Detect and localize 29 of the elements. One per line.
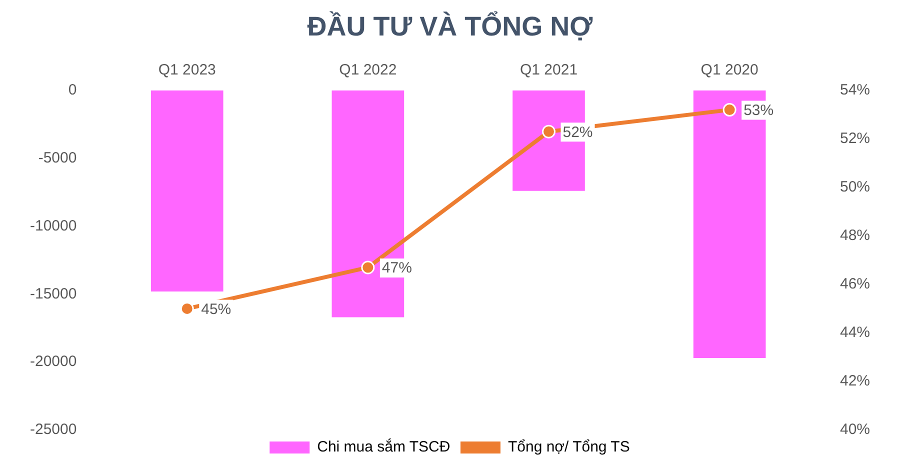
y-tick-label: -20000 xyxy=(30,353,77,370)
y2-tick-label: 44% xyxy=(840,324,870,342)
x-tick-label: Q1 2020 xyxy=(700,62,758,79)
data-label: 53% xyxy=(744,102,774,119)
legend-label: Chi mua sắm TSCĐ xyxy=(317,438,450,456)
data-label: 45% xyxy=(201,300,232,318)
y-tick-label: -10000 xyxy=(30,217,77,234)
chart-title: ĐẦU TƯ VÀ TỔNG NỢ xyxy=(307,10,593,42)
y2-tick-label: 54% xyxy=(840,82,870,99)
y2-tick-label: 46% xyxy=(840,276,870,293)
point xyxy=(361,260,375,274)
x-tick-label: Q1 2022 xyxy=(339,62,397,79)
y2-tick-label: 52% xyxy=(840,130,870,148)
data-label: 47% xyxy=(382,260,412,277)
y-tick-label: -5000 xyxy=(38,149,77,166)
y-tick-label: 0 xyxy=(68,82,77,99)
point xyxy=(180,302,194,316)
y-tick-label: -25000 xyxy=(30,421,77,438)
y2-tick-label: 50% xyxy=(840,178,870,196)
x-tick-label: Q1 2021 xyxy=(520,62,578,79)
data-label: 52% xyxy=(562,124,593,141)
y2-tick-label: 42% xyxy=(840,372,870,390)
y2-tick-label: 48% xyxy=(840,227,870,244)
legend-label: Tổng nợ/ Tổng TS xyxy=(508,438,630,456)
y2-tick-label: 40% xyxy=(840,421,870,438)
point xyxy=(722,103,736,117)
x-tick-label: Q1 2023 xyxy=(158,62,216,79)
point xyxy=(542,124,556,138)
y-tick-label: -15000 xyxy=(30,285,77,302)
